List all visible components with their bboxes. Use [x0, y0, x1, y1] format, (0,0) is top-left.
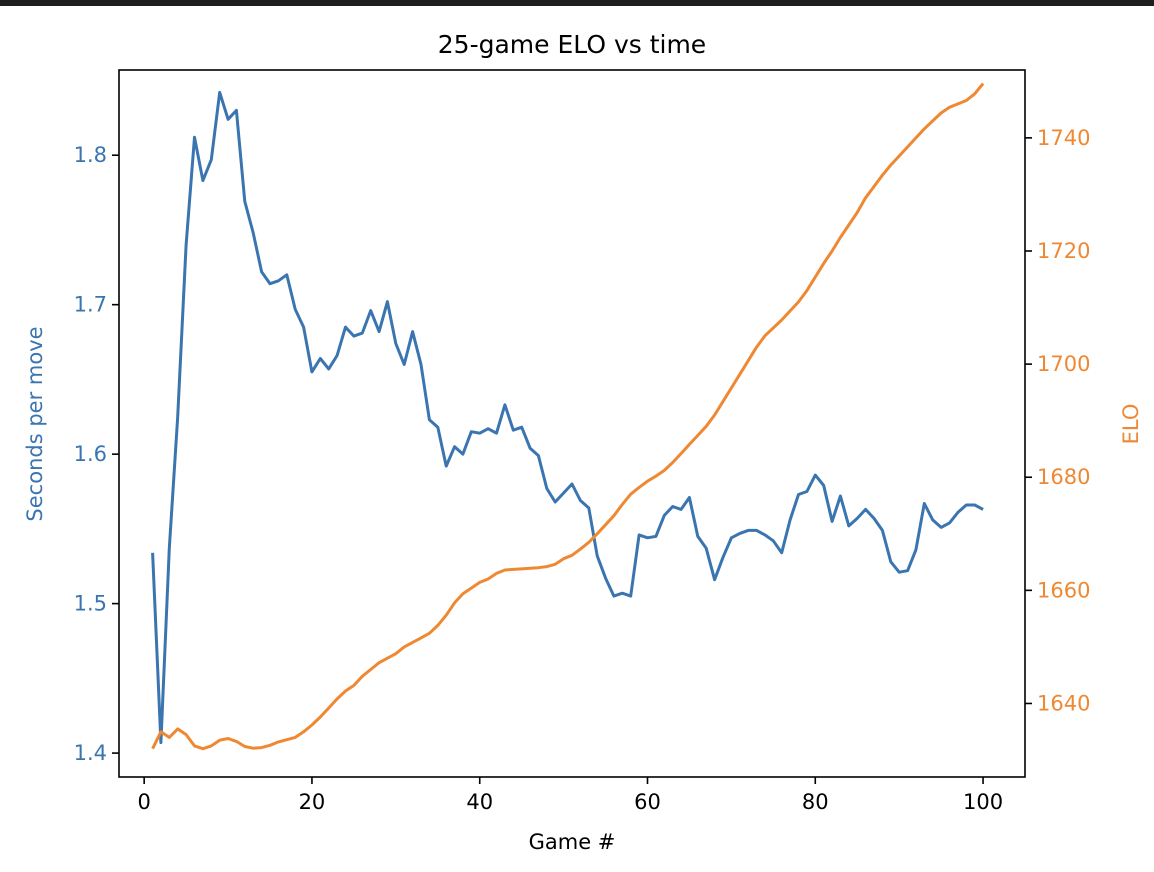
x-axis-ticks: 0 20 40 60 80 100	[137, 777, 1003, 814]
y-tick-label: 1.6	[74, 442, 107, 466]
x-axis-label: Game #	[529, 830, 616, 854]
y2-axis-label: ELO	[1119, 404, 1143, 445]
y-tick-label: 1.5	[74, 592, 107, 616]
y-tick-label: 1.4	[74, 741, 107, 765]
y-axis-ticks: 1.4 1.5 1.6 1.7 1.8	[74, 143, 119, 765]
x-tick-label: 60	[634, 790, 661, 814]
y2-tick-label: 1720	[1037, 239, 1090, 263]
series-lines	[151, 82, 985, 751]
x-tick-label: 0	[137, 790, 150, 814]
x-tick-label: 100	[963, 790, 1003, 814]
y-axis-label: Seconds per move	[23, 326, 47, 521]
y2-tick-label: 1640	[1037, 691, 1090, 715]
x-tick-label: 40	[466, 790, 493, 814]
x-tick-label: 20	[299, 790, 326, 814]
y2-tick-label: 1660	[1037, 578, 1090, 602]
y-tick-label: 1.7	[74, 293, 107, 317]
chart-title: 25-game ELO vs time	[438, 30, 706, 59]
x-tick-label: 80	[802, 790, 829, 814]
series-line-elo	[151, 82, 985, 751]
series-line-seconds	[151, 90, 984, 745]
window-top-bar	[0, 0, 1154, 6]
y2-axis-ticks: 1640 1660 1680 1700 1720 1740	[1025, 126, 1090, 715]
y-tick-label: 1.8	[74, 143, 107, 167]
plot-frame	[118, 69, 1026, 778]
y2-tick-label: 1740	[1037, 126, 1090, 150]
y2-tick-label: 1700	[1037, 352, 1090, 376]
y2-tick-label: 1680	[1037, 465, 1090, 489]
